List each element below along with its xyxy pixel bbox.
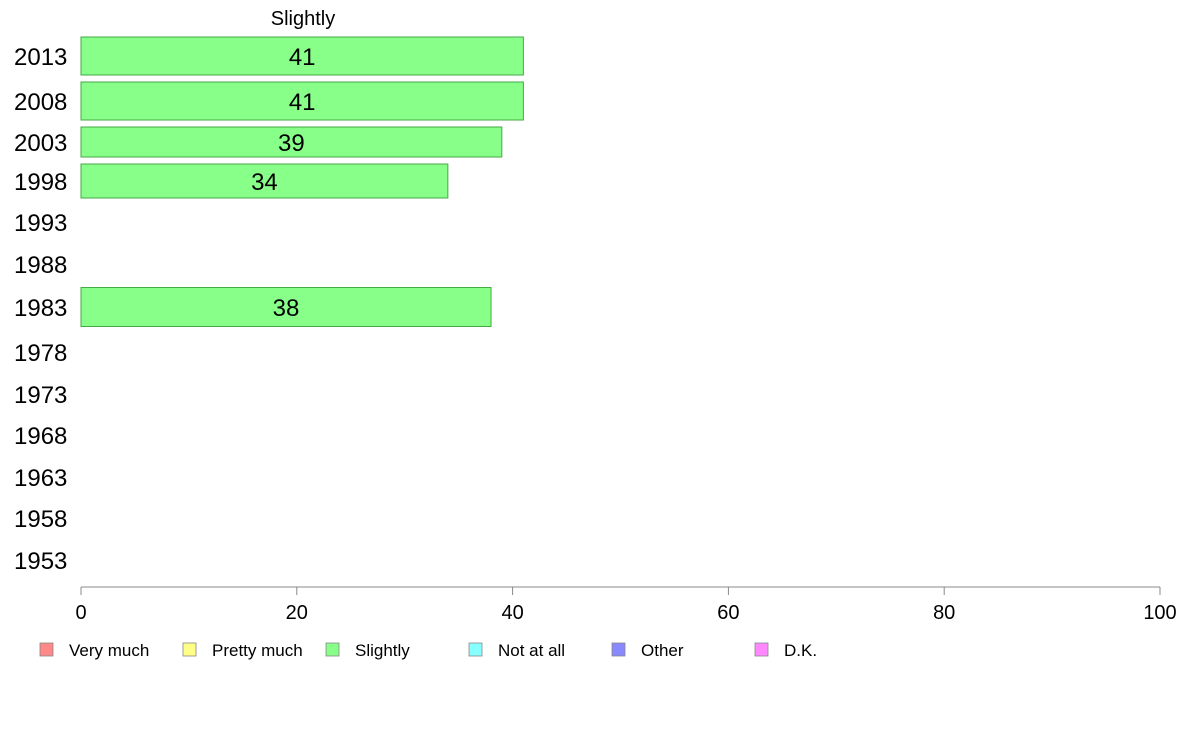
year-label: 1963 [14,465,67,492]
year-label: 1993 [14,210,67,237]
year-labels: 2013 2008 2003 1998 1993 1988 1983 1978 1973 1968… [14,44,67,575]
year-label: 1968 [14,423,67,450]
legend: Very much Pretty much Slightly Not at all Ot… [39,641,817,660]
legend-label: Not at all [498,641,565,660]
bar [80,163,449,199]
bar [80,81,524,121]
bar [80,36,524,76]
bar [80,126,503,158]
x-tick-label: 100 [1143,602,1176,624]
legend-swatch [182,642,197,657]
year-label: 2003 [14,130,67,157]
legend-label: Slightly [355,641,410,660]
bar-value-label: 34 [251,169,278,196]
bar-value-label: 39 [278,130,305,157]
year-label: 2013 [14,44,67,71]
chart-title: Slightly [271,8,335,30]
x-axis: 0 20 40 60 80 100 [75,586,1177,624]
x-tick-label: 60 [717,602,739,624]
year-label: 2008 [14,89,67,116]
legend-label: Pretty much [212,641,303,660]
year-label: 1973 [14,382,67,409]
bar-value-label: 41 [289,89,316,116]
year-label: 1958 [14,506,67,533]
legend-swatch [39,642,54,657]
year-label: 1953 [14,548,67,575]
bar [80,287,492,327]
x-tick-label: 80 [933,602,955,624]
x-tick-label: 40 [501,602,523,624]
year-label: 1983 [14,295,67,322]
year-label: 1978 [14,340,67,367]
legend-swatch [468,642,483,657]
x-tick-label: 20 [286,602,308,624]
legend-swatch [754,642,769,657]
legend-label: Very much [69,641,149,660]
year-label: 1988 [14,252,67,279]
legend-label: D.K. [784,641,817,660]
year-label: 1998 [14,169,67,196]
x-tick-label: 0 [75,602,86,624]
legend-swatch [611,642,626,657]
bar-value-label: 38 [273,295,300,322]
bar-value-label: 41 [289,44,316,71]
legend-swatch [325,642,340,657]
legend-label: Other [641,641,684,660]
